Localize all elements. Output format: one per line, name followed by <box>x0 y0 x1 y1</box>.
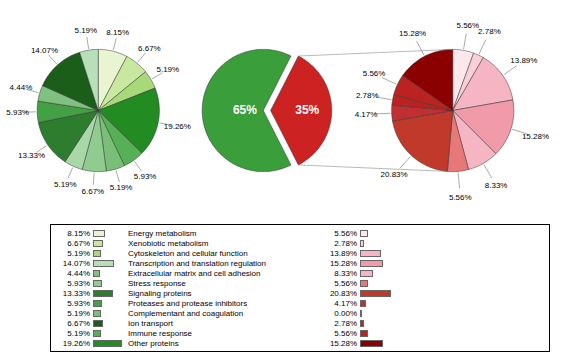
svg-text:2.78%: 2.78% <box>478 27 501 36</box>
html-text:Immune response: Immune response <box>128 328 192 338</box>
svg-text:15.28%: 15.28% <box>399 29 426 38</box>
html-text:Signaling proteins: Signaling proteins <box>128 288 192 298</box>
html-text:6.67%: 6.67% <box>67 318 90 328</box>
html-text:Ion transport: Ion transport <box>128 318 173 328</box>
svg-text:35%: 35% <box>295 103 319 117</box>
html-text:Stress response: Stress response <box>128 278 186 288</box>
html-text:Complementant and coagulation: Complementant and coagulation <box>128 308 244 318</box>
html-text:5.56%: 5.56% <box>334 228 357 238</box>
svg-text:5.56%: 5.56% <box>456 21 479 30</box>
html-text:5.93%: 5.93% <box>67 278 90 288</box>
svg-text:65%: 65% <box>233 103 257 117</box>
html-text:4.17%: 4.17% <box>334 298 357 308</box>
svg-text:2.78%: 2.78% <box>356 91 379 100</box>
html-text:5.93%: 5.93% <box>67 298 90 308</box>
html-text:6.67%: 6.67% <box>67 238 90 248</box>
html-text:8.33%: 8.33% <box>334 268 357 278</box>
svg-text:4.44%: 4.44% <box>10 83 33 92</box>
svg-text:6.67%: 6.67% <box>138 44 161 53</box>
svg-text:5.93%: 5.93% <box>6 108 29 117</box>
svg-text:13.89%: 13.89% <box>510 56 537 65</box>
svg-text:6.67%: 6.67% <box>82 187 105 196</box>
html-text:13.33%: 13.33% <box>62 288 90 298</box>
svg-text:20.83%: 20.83% <box>381 170 408 179</box>
html-text:19.26%: 19.26% <box>62 338 90 348</box>
svg-text:4.17%: 4.17% <box>355 110 378 119</box>
html-text:15.28%: 15.28% <box>329 258 357 268</box>
html-text:Cytoskeleton and cellular func: Cytoskeleton and cellular function <box>128 248 248 258</box>
svg-text:19.26%: 19.26% <box>164 122 191 131</box>
svg-text:5.56%: 5.56% <box>449 193 472 202</box>
html-text:4.44%: 4.44% <box>67 268 90 278</box>
svg-text:5.19%: 5.19% <box>74 26 97 35</box>
html-text:15.28%: 15.28% <box>329 338 357 348</box>
html-text:Proteases and protease inhibit: Proteases and protease inhibitors <box>128 298 248 308</box>
html-text:5.56%: 5.56% <box>334 328 357 338</box>
html-text:Xenobiotic metabolism: Xenobiotic metabolism <box>128 238 209 248</box>
svg-text:15.28%: 15.28% <box>522 132 549 141</box>
svg-text:5.19%: 5.19% <box>54 180 77 189</box>
html-text:5.19%: 5.19% <box>67 328 90 338</box>
html-text:20.83%: 20.83% <box>329 288 357 298</box>
svg-text:5.19%: 5.19% <box>157 65 180 74</box>
html-text:Other proteins: Other proteins <box>128 338 179 348</box>
svg-text:5.56%: 5.56% <box>363 69 386 78</box>
html-text:2.78%: 2.78% <box>334 318 357 328</box>
html-text:5.56%: 5.56% <box>334 278 357 288</box>
svg-text:8.15%: 8.15% <box>106 28 129 37</box>
html-text:2.78%: 2.78% <box>334 238 357 248</box>
html-text:13.89%: 13.89% <box>329 248 357 258</box>
html-text:5.19%: 5.19% <box>67 308 90 318</box>
html-text:8.15%: 8.15% <box>67 228 90 238</box>
svg-text:5.93%: 5.93% <box>134 172 157 181</box>
svg-text:5.19%: 5.19% <box>110 183 133 192</box>
html-text:14.07%: 14.07% <box>62 258 90 268</box>
svg-text:8.33%: 8.33% <box>485 181 508 190</box>
html-text:0.00%: 0.00% <box>334 308 357 318</box>
svg-text:13.33%: 13.33% <box>18 151 45 160</box>
html-text:Extracellular matrix and cell: Extracellular matrix and cell adhesion <box>128 268 261 278</box>
html-text:Energy metabolism: Energy metabolism <box>128 228 197 238</box>
svg-text:14.07%: 14.07% <box>31 46 58 55</box>
html-text:5.19%: 5.19% <box>67 248 90 258</box>
html-text:Transcription and translation: Transcription and translation regulation <box>128 258 266 268</box>
